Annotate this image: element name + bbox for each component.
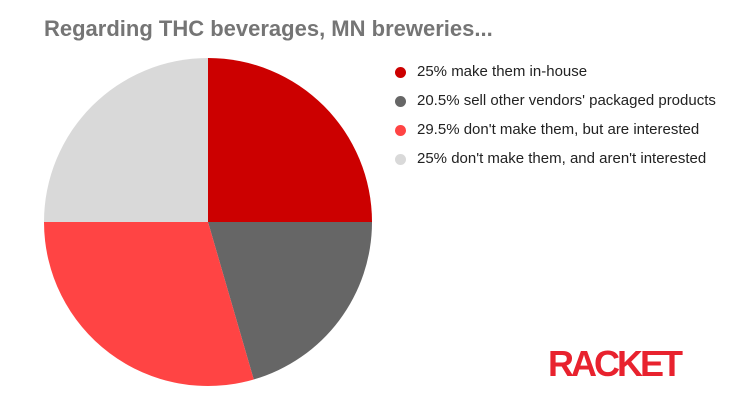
racket-logo: RACKET bbox=[548, 343, 683, 384]
pie-slice bbox=[208, 222, 372, 380]
legend-swatch bbox=[395, 154, 406, 165]
legend-item: 29.5% don't make them, but are intereste… bbox=[395, 120, 725, 140]
legend-label: 20.5% sell other vendors' packaged produ… bbox=[417, 92, 716, 109]
pie-slice bbox=[44, 58, 208, 222]
legend-swatch bbox=[395, 96, 406, 107]
pie-slice bbox=[208, 58, 372, 222]
legend-label: 25% make them in-house bbox=[417, 63, 588, 80]
legend-swatch bbox=[395, 67, 406, 78]
chart-legend: 25% make them in-house 20.5% sell other … bbox=[395, 62, 725, 178]
legend-label: 29.5% don't make them, but are intereste… bbox=[417, 121, 700, 138]
pie-slice bbox=[44, 222, 254, 387]
legend-item: 25% don't make them, and aren't interest… bbox=[395, 149, 725, 169]
legend-label: 25% don't make them, and aren't interest… bbox=[417, 150, 707, 167]
pie-chart bbox=[44, 58, 372, 387]
legend-item: 20.5% sell other vendors' packaged produ… bbox=[395, 91, 725, 111]
chart-title: Regarding THC beverages, MN breweries... bbox=[44, 16, 493, 41]
legend-swatch bbox=[395, 125, 406, 136]
legend-item: 25% make them in-house bbox=[395, 62, 725, 82]
